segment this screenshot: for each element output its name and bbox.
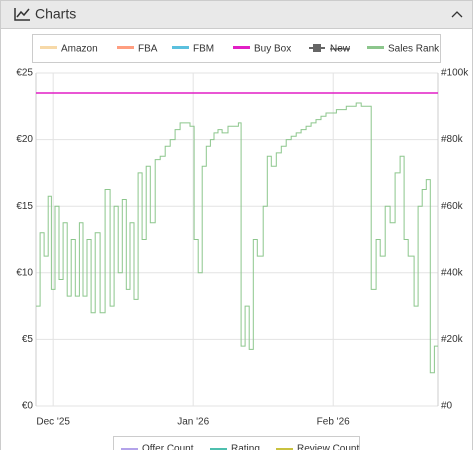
legend-swatch[interactable] bbox=[210, 448, 227, 450]
x-tick-label: Jan '26 bbox=[177, 417, 209, 428]
legend-label[interactable]: FBM bbox=[193, 44, 214, 55]
x-tick-label: Dec '25 bbox=[36, 417, 70, 428]
y-tick-label: €15 bbox=[16, 201, 33, 212]
legend-label[interactable]: Review Count bbox=[297, 444, 359, 450]
legend-swatch[interactable] bbox=[121, 448, 138, 450]
legend-swatch[interactable] bbox=[276, 448, 293, 450]
series-line bbox=[36, 102, 438, 374]
y-tick-label: €0 bbox=[22, 401, 34, 412]
y2-tick-label: #20k bbox=[441, 334, 464, 345]
legend-label[interactable]: Sales Rank bbox=[388, 44, 440, 55]
legend-label[interactable]: FBA bbox=[138, 44, 158, 55]
legend-swatch[interactable] bbox=[233, 46, 250, 49]
x-tick-label: Feb '26 bbox=[317, 417, 350, 428]
y2-tick-label: #80k bbox=[441, 134, 464, 145]
y2-tick-label: #40k bbox=[441, 267, 464, 278]
chart-icon bbox=[14, 8, 30, 21]
legend-label[interactable]: Offer Count bbox=[142, 444, 194, 450]
y-tick-label: €25 bbox=[16, 68, 33, 79]
lower-legend-box bbox=[113, 436, 360, 450]
panel-title: Charts bbox=[35, 6, 76, 22]
legend-label[interactable]: Buy Box bbox=[254, 44, 291, 55]
legend-swatch[interactable] bbox=[367, 46, 384, 49]
y-tick-label: €10 bbox=[16, 267, 33, 278]
legend-label[interactable]: Rating bbox=[231, 444, 260, 450]
y-tick-label: €20 bbox=[16, 134, 33, 145]
legend-swatch[interactable] bbox=[117, 46, 134, 49]
y2-tick-label: #100k bbox=[441, 68, 469, 79]
legend-label[interactable]: New bbox=[330, 44, 351, 55]
legend-label[interactable]: Amazon bbox=[61, 44, 98, 55]
y2-tick-label: #0 bbox=[441, 401, 453, 412]
y-tick-label: €5 bbox=[22, 334, 34, 345]
legend-swatch[interactable] bbox=[40, 46, 57, 49]
collapse-caret[interactable] bbox=[451, 11, 463, 18]
y2-tick-label: #60k bbox=[441, 201, 464, 212]
panel-header[interactable] bbox=[0, 0, 473, 29]
legend-swatch[interactable] bbox=[172, 46, 189, 49]
legend-swatch[interactable] bbox=[313, 44, 321, 52]
